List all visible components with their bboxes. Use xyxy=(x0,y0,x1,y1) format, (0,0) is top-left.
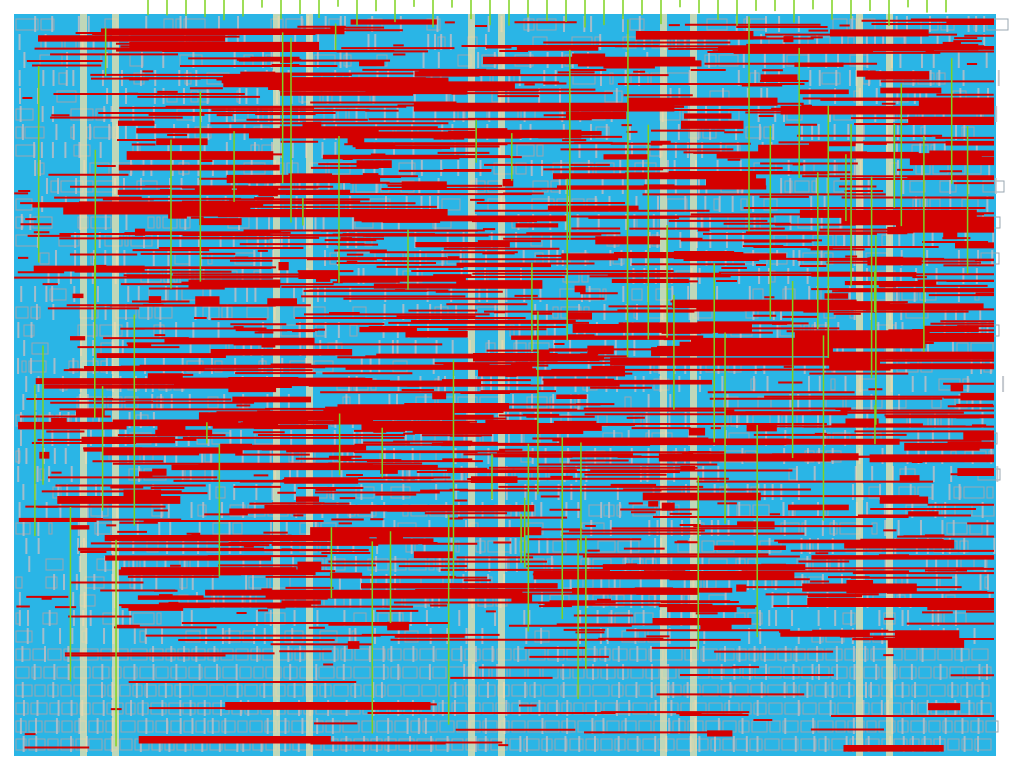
power-stripe xyxy=(886,14,893,756)
power-stripe xyxy=(856,14,863,756)
green-wires xyxy=(34,0,969,747)
power-stripe xyxy=(660,14,667,756)
power-stripe xyxy=(690,14,697,756)
red-wires xyxy=(14,18,994,752)
